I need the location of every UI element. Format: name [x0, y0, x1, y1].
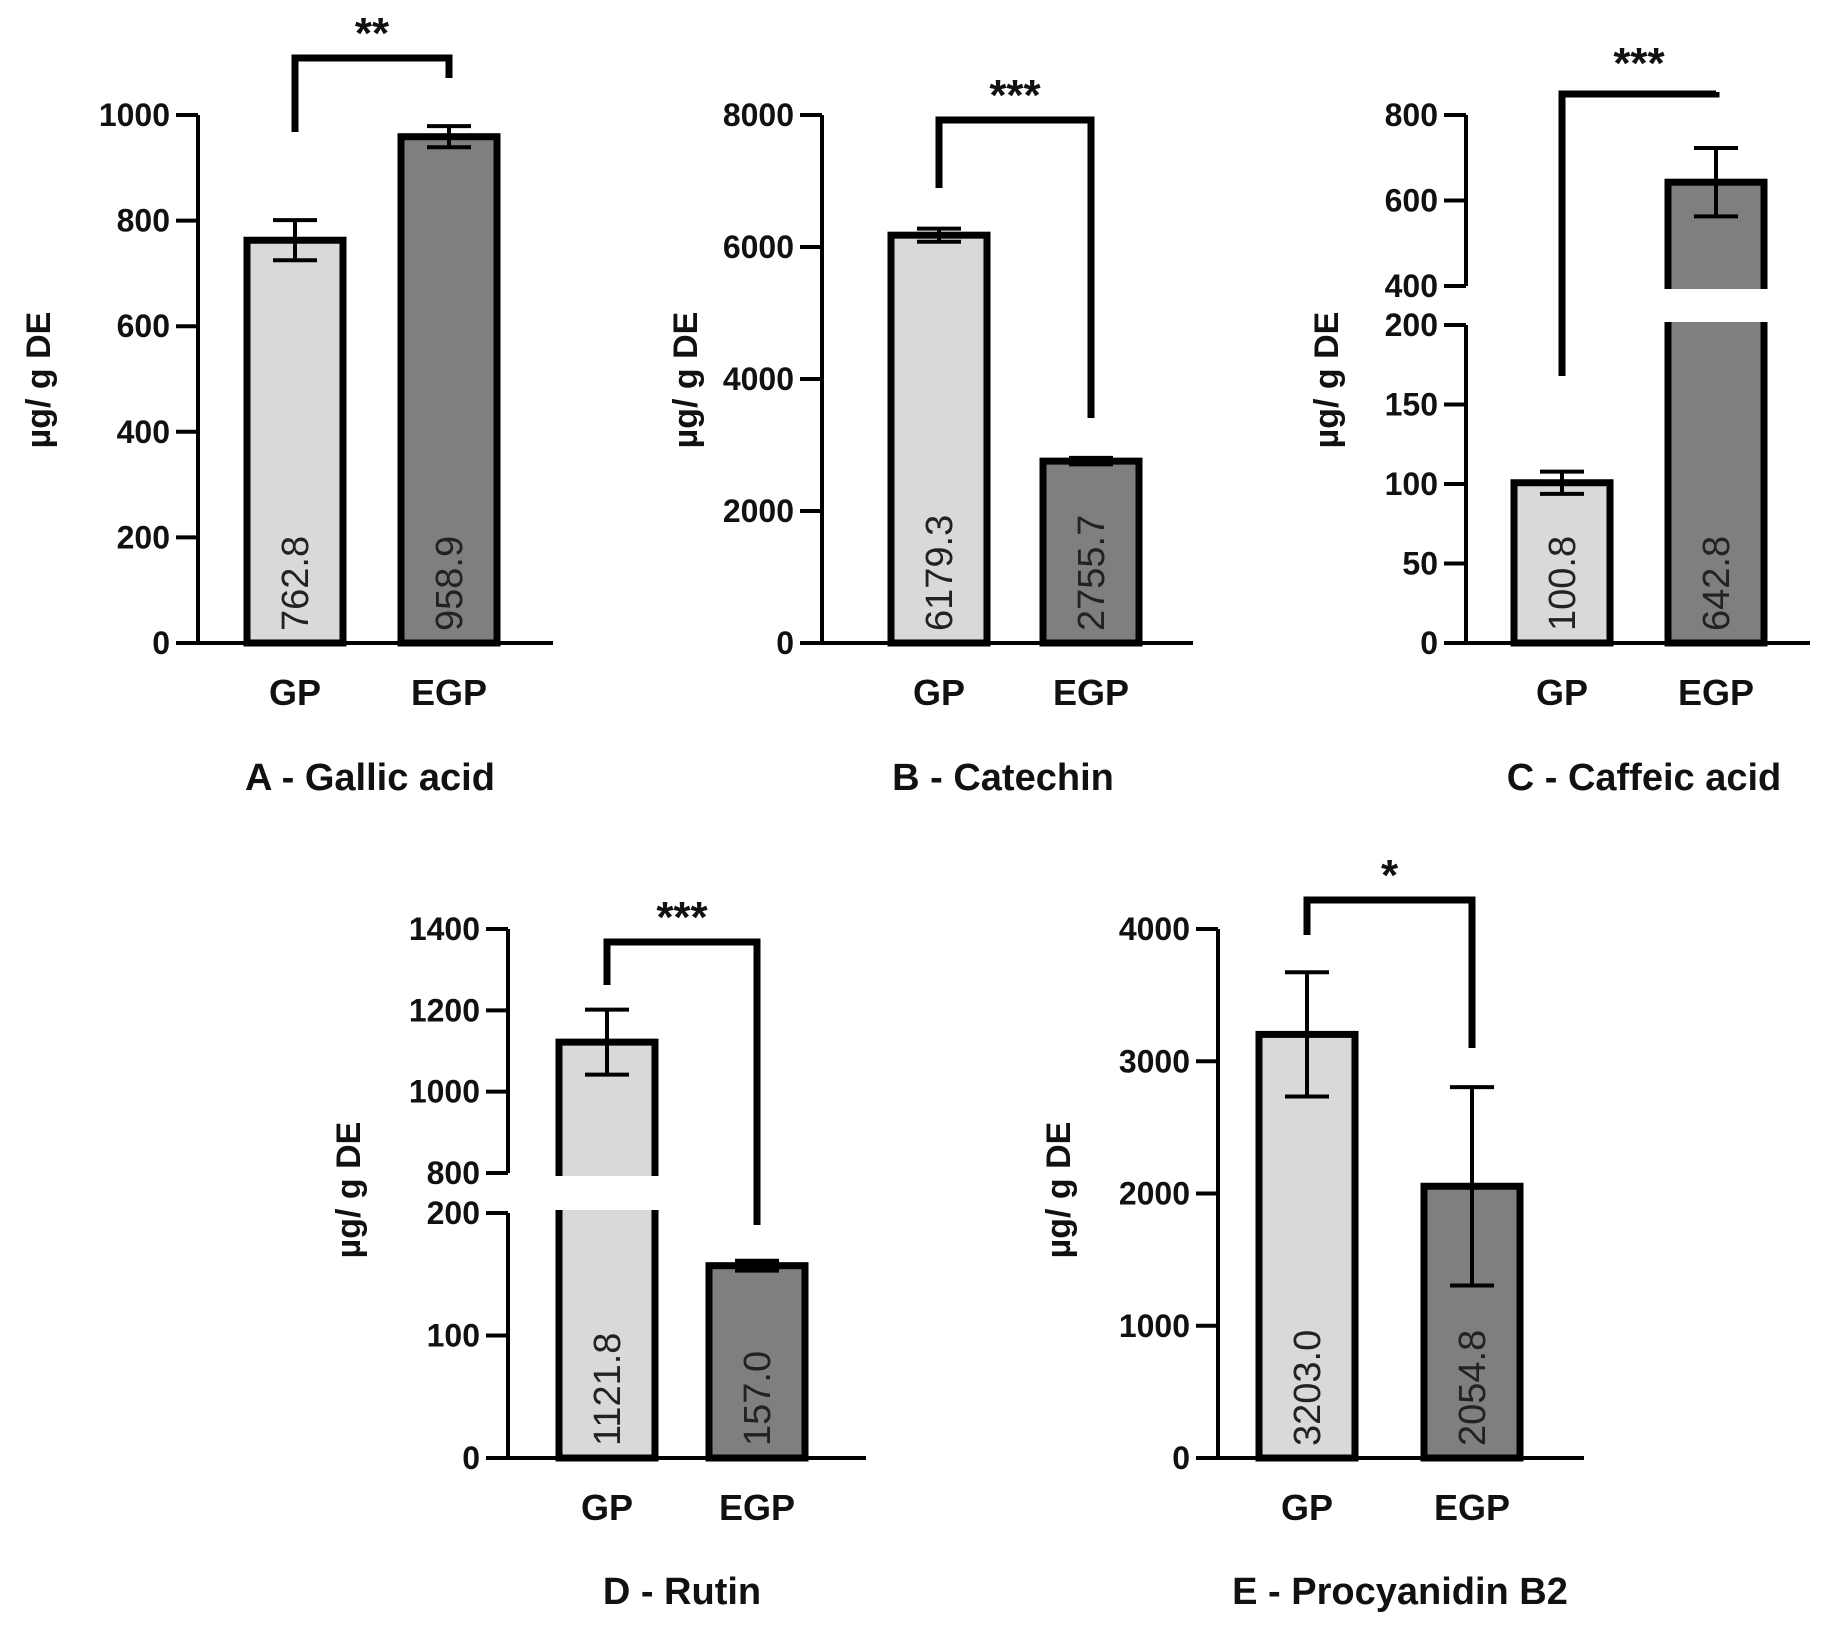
- x-tick-label: GP: [1536, 672, 1588, 713]
- significance-bracket: [603, 938, 761, 1225]
- y-tick-label: 8000: [723, 97, 794, 133]
- y-tick-label: 800: [427, 1155, 480, 1191]
- data-label: 1121.8: [587, 1333, 629, 1446]
- chart-title: A - Gallic acid: [245, 757, 495, 799]
- x-tick-label: EGP: [1678, 672, 1754, 713]
- chart-title: C - Caffeic acid: [1507, 757, 1782, 799]
- y-tick-label: 2000: [723, 493, 794, 529]
- data-label: 100.8: [1542, 536, 1584, 631]
- significance-label: ***: [989, 71, 1041, 120]
- y-tick-label: 150: [1385, 387, 1438, 423]
- data-label: 2054.8: [1452, 1330, 1494, 1446]
- bar-egp: [705, 1262, 809, 1462]
- data-label: 762.8: [275, 536, 317, 631]
- y-tick-label: 800: [1385, 97, 1438, 133]
- y-tick-label: 400: [1385, 268, 1438, 304]
- chart-title: B - Catechin: [892, 757, 1114, 799]
- y-axis-title: µg/ g DE: [1040, 1122, 1078, 1259]
- bar-gp: [1255, 1030, 1359, 1462]
- y-tick-label: 600: [117, 308, 170, 344]
- axis-break-gap: [478, 1176, 863, 1210]
- y-axis-title: µg/ g DE: [667, 312, 705, 449]
- y-tick-label: 0: [776, 625, 794, 661]
- y-tick-label: 4000: [1119, 911, 1190, 947]
- x-tick-label: GP: [1281, 1487, 1333, 1528]
- y-tick-label: 6000: [723, 229, 794, 265]
- y-tick-label: 100: [427, 1318, 480, 1354]
- x-tick-label: EGP: [411, 672, 487, 713]
- data-label: 6179.3: [919, 515, 961, 631]
- significance-label: ***: [1613, 39, 1665, 88]
- y-tick-label: 200: [1385, 307, 1438, 343]
- bar-gp: [887, 231, 991, 647]
- y-tick-label: 1000: [409, 1074, 480, 1110]
- data-label: 958.9: [429, 536, 471, 631]
- y-tick-label: 800: [117, 203, 170, 239]
- chart-title: D - Rutin: [603, 1571, 761, 1613]
- x-tick-label: EGP: [1053, 672, 1129, 713]
- x-tick-label: EGP: [1434, 1487, 1510, 1528]
- y-tick-label: 1400: [409, 911, 480, 947]
- significance-bracket: [291, 54, 453, 132]
- y-tick-label: 2000: [1119, 1176, 1190, 1212]
- significance-bracket: [1558, 90, 1720, 376]
- y-axis-title: µg/ g DE: [1308, 312, 1346, 449]
- data-label: 642.8: [1696, 536, 1738, 631]
- y-axis-title: µg/ g DE: [20, 312, 58, 449]
- y-tick-label: 0: [462, 1440, 480, 1476]
- y-tick-label: 600: [1385, 183, 1438, 219]
- x-tick-label: GP: [913, 672, 965, 713]
- y-tick-label: 1000: [99, 97, 170, 133]
- y-tick-label: 100: [1385, 466, 1438, 502]
- significance-label: **: [355, 9, 390, 58]
- y-tick-label: 4000: [723, 361, 794, 397]
- data-label: 2755.7: [1071, 515, 1113, 631]
- chart-panel-4: 0 100 200 800 1000 1200 1400 GP 1121.8 EGP 157.0 **…: [330, 893, 866, 1613]
- chart-panel-2: 0 2000 4000 6000 8000 GP 6179.3 EGP 2755.7 *** µg/…: [667, 71, 1193, 799]
- chart-panel-5: 0 1000 2000 3000 4000 GP 3203.0 EGP 2054.8 * µg/ g…: [1040, 851, 1584, 1613]
- y-tick-label: 400: [117, 414, 170, 450]
- x-tick-label: GP: [581, 1487, 633, 1528]
- significance-label: ***: [656, 893, 708, 942]
- significance-bracket: [935, 116, 1095, 418]
- chart-panel-1: 0 200 400 600 800 1000 GP 762.8 EGP 958.9 ** µg/ g …: [20, 9, 553, 799]
- y-axis-title: µg/ g DE: [330, 1122, 368, 1259]
- data-label: 157.0: [737, 1351, 779, 1446]
- y-tick-label: 50: [1402, 546, 1438, 582]
- axis-break-gap: [1436, 289, 1822, 322]
- y-tick-label: 0: [152, 625, 170, 661]
- y-tick-label: 200: [117, 519, 170, 555]
- chart-title: E - Procyanidin B2: [1232, 1571, 1568, 1613]
- y-tick-label: 1000: [1119, 1308, 1190, 1344]
- y-tick-label: 200: [427, 1195, 480, 1231]
- significance-label: *: [1381, 851, 1399, 900]
- y-tick-label: 1200: [409, 992, 480, 1028]
- y-tick-label: 3000: [1119, 1043, 1190, 1079]
- significance-bracket: [1303, 896, 1476, 1048]
- bar-egp: [1039, 457, 1143, 647]
- y-tick-label: 0: [1420, 625, 1438, 661]
- x-tick-label: GP: [269, 672, 321, 713]
- y-tick-label: 0: [1172, 1440, 1190, 1476]
- data-label: 3203.0: [1287, 1330, 1329, 1446]
- x-tick-label: EGP: [719, 1487, 795, 1528]
